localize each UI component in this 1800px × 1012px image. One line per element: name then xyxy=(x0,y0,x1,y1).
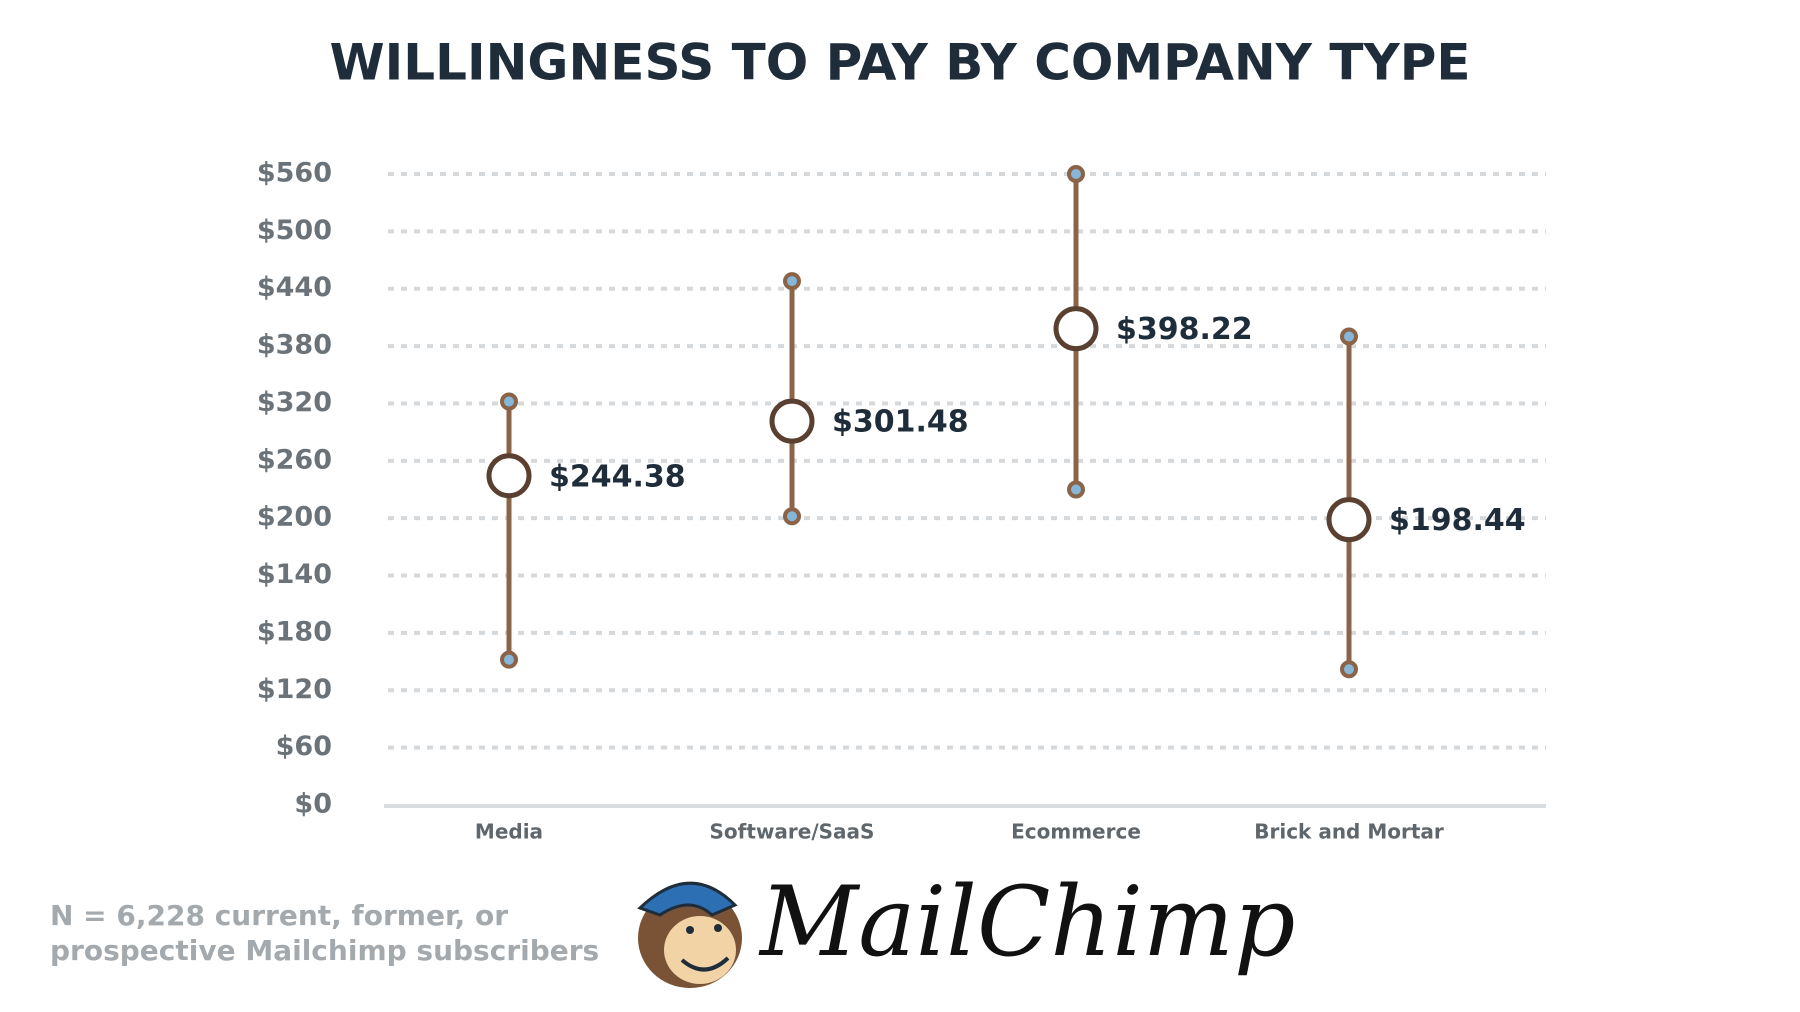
y-tick-label: $320 xyxy=(257,387,332,418)
y-tick-label: $260 xyxy=(257,444,332,475)
chart-title: WILLINGNESS TO PAY BY COMPANY TYPE xyxy=(329,34,1470,92)
x-tick-label: Brick and Mortar xyxy=(1254,820,1444,844)
y-tick-label: $380 xyxy=(257,330,332,361)
y-tick-label: $180 xyxy=(257,616,332,647)
range-end xyxy=(783,507,801,526)
x-tick-label: Media xyxy=(475,820,543,844)
y-tick-label: $200 xyxy=(257,502,332,533)
value-label: $244.38 xyxy=(549,459,686,494)
footnote: prospective Mailchimp subscribers xyxy=(50,934,599,967)
range-end xyxy=(500,650,518,669)
x-tick-label: Ecommerce xyxy=(1011,820,1141,844)
range-end xyxy=(1067,480,1085,499)
mean-dot xyxy=(769,398,815,444)
y-tick-label: $120 xyxy=(257,674,332,705)
logo-text: MailChimp xyxy=(758,866,1295,978)
range-end xyxy=(1340,327,1358,346)
y-tick-label: $560 xyxy=(257,158,332,189)
mean-dot xyxy=(486,453,532,499)
y-tick-label: $0 xyxy=(294,789,332,820)
y-tick-label: $60 xyxy=(276,731,332,762)
x-tick-label: Software/SaaS xyxy=(710,820,875,844)
mean-dot xyxy=(1053,306,1099,352)
range-end xyxy=(500,392,518,411)
range-end xyxy=(1340,660,1358,679)
y-tick-label: $500 xyxy=(257,215,332,246)
y-tick-label: $440 xyxy=(257,272,332,303)
value-label: $398.22 xyxy=(1116,312,1253,347)
logo-icon xyxy=(637,881,742,988)
range-end xyxy=(783,272,801,291)
value-label: $301.48 xyxy=(832,405,969,440)
y-tick-label: $140 xyxy=(257,559,332,590)
range-end xyxy=(1067,165,1085,183)
mean-dot xyxy=(1326,497,1372,543)
footnote: N = 6,228 current, former, or xyxy=(50,899,508,932)
value-label: $198.44 xyxy=(1389,503,1526,538)
